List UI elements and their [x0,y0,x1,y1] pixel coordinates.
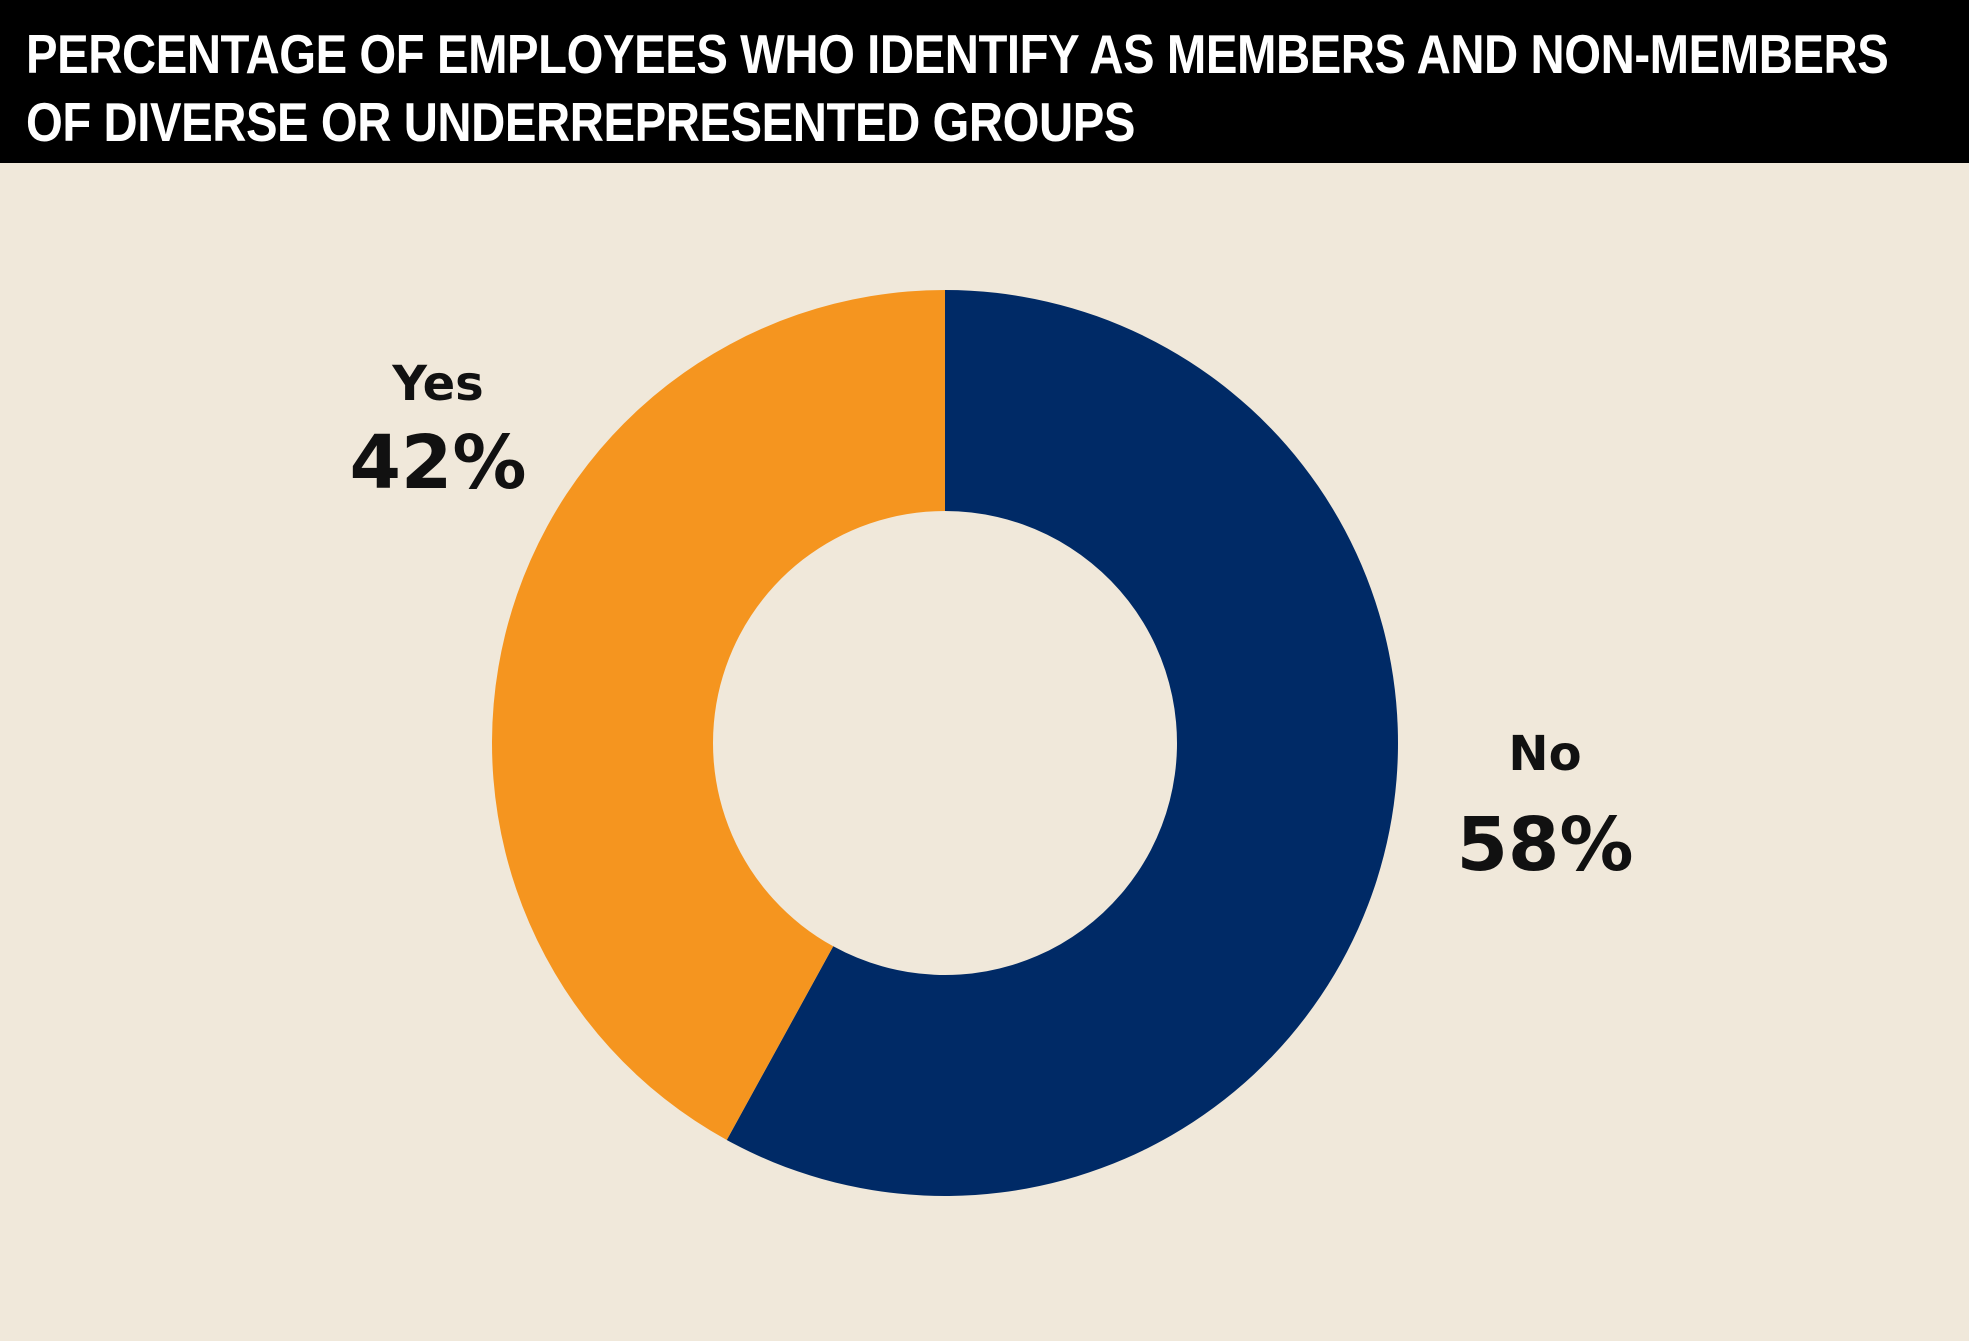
slice-labels: No 58% Yes 42% [349,356,1633,888]
slice-value-no: 58% [1456,802,1633,888]
chart-title: PERCENTAGE OF EMPLOYEES WHO IDENTIFY AS … [26,23,1889,153]
title-bar: PERCENTAGE OF EMPLOYEES WHO IDENTIFY AS … [0,0,1969,163]
donut-slices [491,289,1398,1196]
donut-slice-no [726,290,1398,1196]
slice-label-no: No [1508,726,1581,782]
donut-slice-yes [491,289,945,1140]
slice-label-yes: Yes [391,356,483,412]
slice-value-yes: 42% [349,420,526,506]
